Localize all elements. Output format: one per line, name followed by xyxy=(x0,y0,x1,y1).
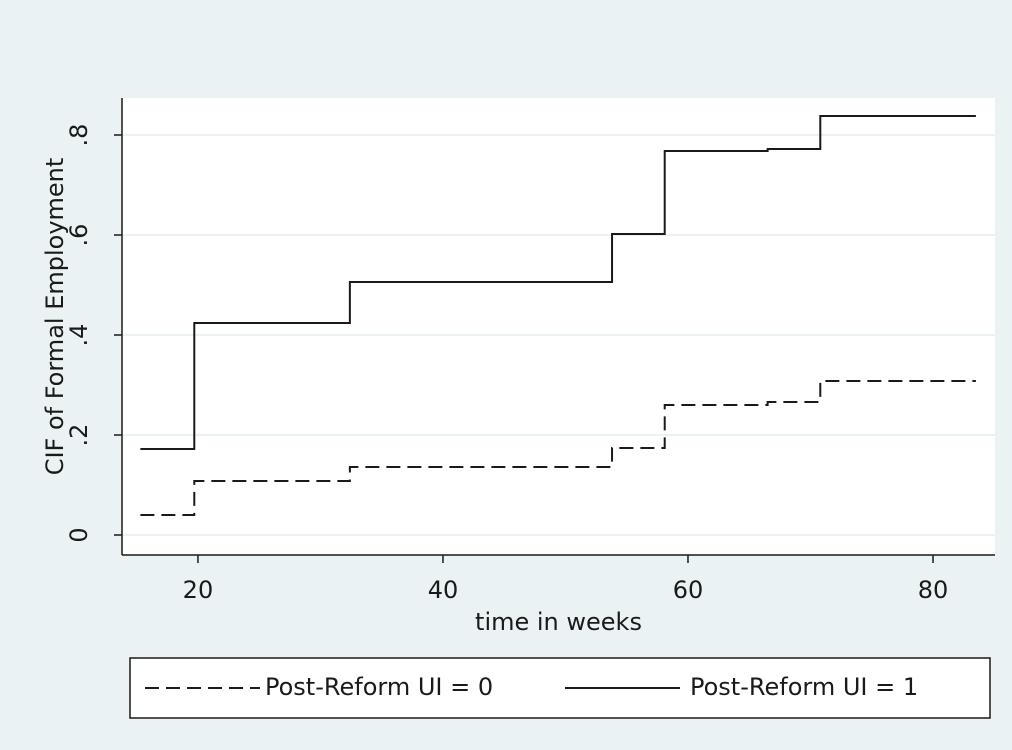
y-tick-label: .2 xyxy=(65,424,93,447)
step-line xyxy=(140,115,976,450)
y-axis-title: CIF of Formal Employment xyxy=(41,158,69,476)
legend-label: Post-Reform UI = 0 xyxy=(265,673,493,701)
x-axis-title: time in weeks xyxy=(475,608,642,636)
y-tick-label: 0 xyxy=(65,527,93,542)
x-tick-label: 20 xyxy=(183,576,214,604)
legend-box xyxy=(129,657,991,719)
step-line xyxy=(140,380,976,516)
y-tick-label: .4 xyxy=(65,324,93,347)
x-tick-label: 60 xyxy=(673,576,704,604)
x-tick-label: 80 xyxy=(918,576,949,604)
legend-label: Post-Reform UI = 1 xyxy=(690,673,918,701)
y-tick-label: .8 xyxy=(65,124,93,147)
y-tick-label: .6 xyxy=(65,224,93,247)
plot-area xyxy=(122,98,995,555)
x-tick-label: 40 xyxy=(428,576,459,604)
